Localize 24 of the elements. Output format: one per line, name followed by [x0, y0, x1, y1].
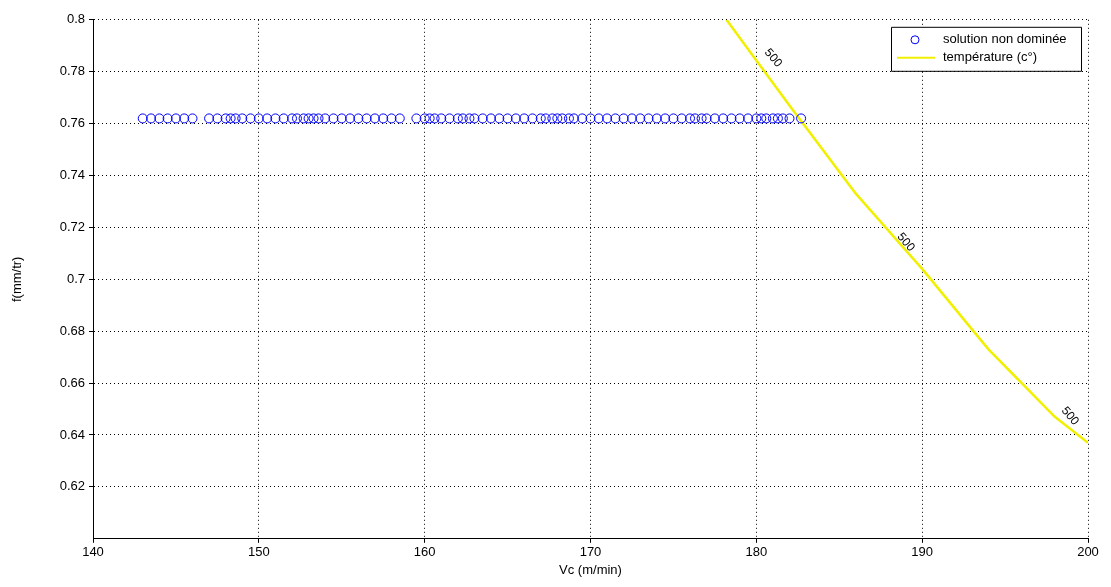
y-tick-label: 0.62 — [59, 478, 85, 494]
x-tick-label: 150 — [247, 544, 270, 560]
y-tick-label: 0.8 — [66, 11, 85, 27]
x-tick-label: 190 — [911, 544, 934, 560]
y-tick-label: 0.7 — [66, 270, 85, 286]
legend-label: température (c°) — [943, 49, 1038, 65]
x-axis-title: Vc (m/min) — [559, 561, 622, 577]
x-tick-label: 180 — [745, 544, 768, 560]
y-tick-label: 0.74 — [59, 167, 85, 183]
y-axis-title: f(mm/tr) — [9, 256, 25, 303]
y-tick-label: 0.64 — [59, 426, 85, 442]
annotation: 500 — [1058, 403, 1083, 429]
y-tick-label: 0.76 — [59, 115, 85, 131]
annotation: 500 — [894, 229, 919, 255]
x-tick-label: 170 — [579, 544, 602, 560]
x-tick-label: 160 — [413, 544, 436, 560]
legend-label: solution non dominée — [943, 31, 1067, 47]
y-tick-label: 0.78 — [59, 63, 85, 79]
y-tick-label: 0.68 — [59, 322, 85, 338]
y-tick-label: 0.66 — [59, 374, 85, 390]
y-tick-label: 0.72 — [59, 218, 85, 234]
x-tick-label: 200 — [1077, 544, 1099, 560]
annotation: 500 — [761, 45, 786, 71]
x-tick-label: 140 — [82, 544, 104, 560]
